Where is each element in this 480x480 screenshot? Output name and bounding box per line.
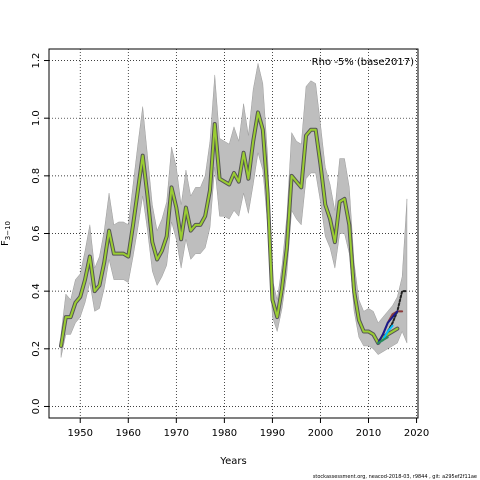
x-tick-label: 1960 [116, 428, 141, 439]
y-axis-title: F3−10 [0, 221, 12, 246]
main-series-line [60, 111, 399, 347]
series-lines [59, 110, 408, 348]
x-tick-label: 2020 [404, 428, 429, 439]
x-tick-label: 2000 [308, 428, 333, 439]
footer-note: stockassessment.org, neacod-2018-03, r98… [313, 474, 477, 480]
y-tick-label: 1.2 [31, 53, 42, 69]
y-axis-title-main: F [0, 240, 11, 246]
y-tick-label: 0.8 [31, 168, 42, 184]
legend-label: Rho -5% (base2017) [312, 57, 414, 68]
y-tick-label: 0.4 [31, 283, 42, 299]
y-tick-label: 0.2 [31, 341, 42, 357]
confidence-band-area [60, 63, 408, 358]
x-tick-label: 1980 [212, 428, 237, 439]
axes: 1950 1960 1970 1980 1990 2000 2010 2020 0.0 0.2 0.… [31, 53, 429, 439]
x-axis-title: Years [219, 456, 246, 467]
retro-peel-2013-line [377, 336, 389, 345]
x-tick-label: 2010 [356, 428, 381, 439]
y-tick-label: 0.0 [31, 399, 42, 415]
x-tick-label: 1970 [164, 428, 189, 439]
y-tick-label: 1.0 [31, 110, 42, 126]
y-tick-label: 0.6 [31, 226, 42, 242]
confidence-band [60, 63, 408, 358]
x-tick-label: 1950 [68, 428, 93, 439]
retro-peel-2015-line [377, 310, 399, 345]
x-tick-label: 1990 [260, 428, 285, 439]
y-axis-title-subscript: 3−10 [4, 221, 12, 240]
